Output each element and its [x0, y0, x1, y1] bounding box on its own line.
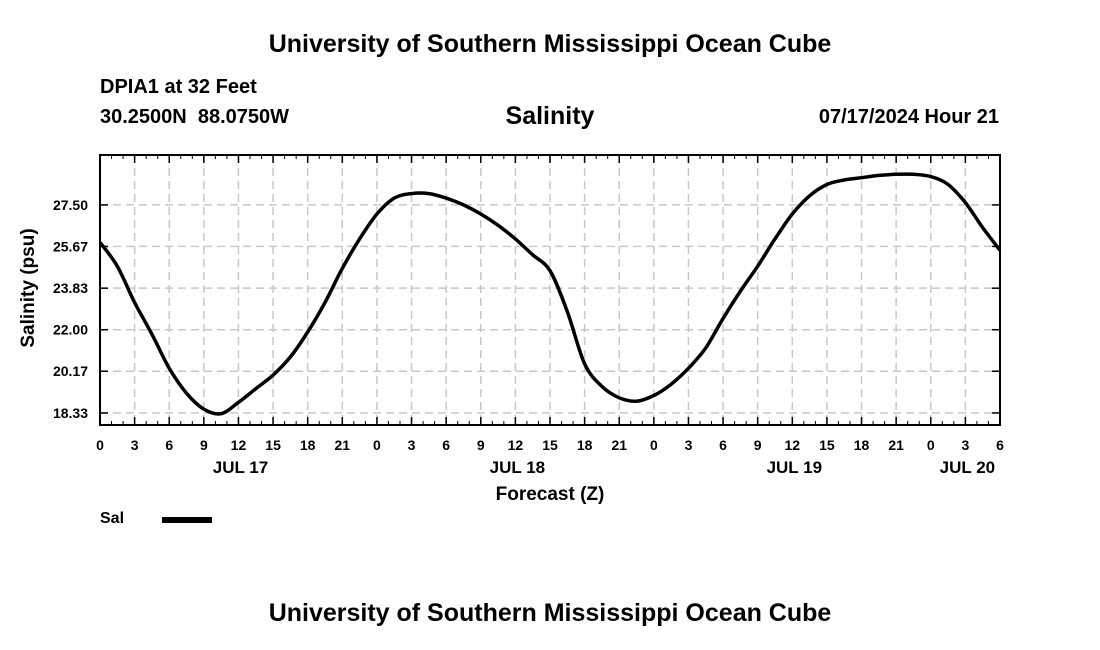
y-tick-label: 20.17 [53, 363, 88, 379]
x-axis-title: Forecast (Z) [496, 484, 605, 505]
x-tick-label: 6 [719, 437, 727, 453]
plot-frame [99, 154, 1001, 426]
y-tick-label: 22.00 [53, 322, 88, 338]
x-tick-label: 12 [231, 437, 247, 453]
station-coordinates: 30.2500N 88.0750W [100, 106, 290, 128]
x-tick-label: 15 [819, 437, 835, 453]
y-tick-label: 25.67 [53, 238, 88, 254]
page-title: University of Southern Mississippi Ocean… [268, 30, 832, 58]
legend-label: Sal [100, 510, 125, 527]
date-label: JUL 20 [940, 458, 995, 477]
grid-lines [100, 155, 1000, 425]
x-tick-label: 15 [542, 437, 558, 453]
x-tick-label: 0 [927, 437, 935, 453]
x-tick-label: 6 [442, 437, 450, 453]
y-tick-label: 27.50 [53, 197, 88, 213]
y-axis-title: Salinity (psu) [18, 228, 39, 347]
axis-labels: 0 3 6 9 12 15 18 21 0 3 6 9 12 15 18 21 0 3 6 9 12 15 18 21 0 3 6 1… [53, 197, 1004, 477]
x-tick-label: 21 [335, 437, 351, 453]
station-label: DPIA1 at 32 Feet [100, 76, 257, 98]
x-tick-label: 3 [961, 437, 969, 453]
date-label: JUL 18 [490, 458, 545, 477]
x-tick-label: 9 [200, 437, 208, 453]
forecast-datetime: 07/17/2024 Hour 21 [818, 106, 999, 128]
x-tick-label: 9 [754, 437, 762, 453]
y-tick-label: 23.83 [53, 280, 88, 296]
x-tick-label: 6 [165, 437, 173, 453]
x-tick-label: 21 [611, 437, 627, 453]
x-tick-label: 12 [785, 437, 801, 453]
x-tick-label: 12 [508, 437, 524, 453]
x-tick-label: 18 [854, 437, 870, 453]
legend-line-swatch [162, 517, 212, 523]
x-tick-label: 21 [888, 437, 904, 453]
series-layer [98, 172, 1002, 416]
x-tick-label: 3 [131, 437, 139, 453]
chart-title: Salinity [505, 102, 595, 130]
x-tick-label: 3 [685, 437, 693, 453]
x-tick-label: 0 [96, 437, 104, 453]
y-tick-label: 18.33 [53, 405, 88, 421]
x-tick-label: 0 [650, 437, 658, 453]
footer-title: University of Southern Mississippi Ocean… [268, 599, 832, 627]
series-line-sal [98, 172, 1002, 416]
date-label: JUL 19 [767, 458, 822, 477]
x-tick-label: 15 [265, 437, 281, 453]
x-tick-label: 18 [577, 437, 593, 453]
x-tick-label: 3 [408, 437, 416, 453]
x-tick-label: 6 [996, 437, 1004, 453]
date-label: JUL 17 [213, 458, 268, 477]
x-tick-label: 0 [373, 437, 381, 453]
x-tick-label: 9 [477, 437, 485, 453]
x-tick-label: 18 [300, 437, 316, 453]
